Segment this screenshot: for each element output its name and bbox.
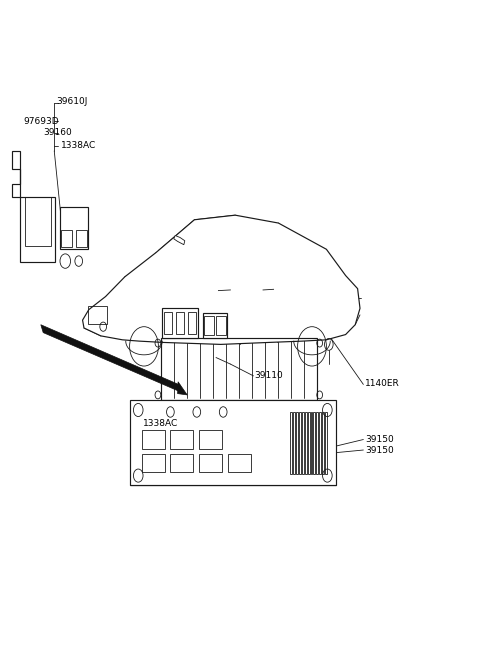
Bar <box>305 412 307 474</box>
Circle shape <box>193 407 201 417</box>
Bar <box>61 230 72 247</box>
Bar <box>313 412 315 474</box>
Bar <box>188 312 196 334</box>
Circle shape <box>323 403 332 417</box>
Polygon shape <box>41 325 181 392</box>
Bar <box>204 316 214 335</box>
Bar <box>170 430 193 449</box>
Bar <box>130 400 336 485</box>
Text: 1140ER: 1140ER <box>365 379 399 388</box>
Bar <box>25 197 51 246</box>
Bar <box>308 412 310 474</box>
Bar <box>290 412 292 474</box>
Bar <box>216 316 226 335</box>
Circle shape <box>133 469 143 482</box>
Text: 39150: 39150 <box>365 445 394 455</box>
Bar <box>142 454 165 472</box>
Circle shape <box>133 403 143 417</box>
Bar <box>161 338 317 400</box>
Circle shape <box>60 254 71 268</box>
Polygon shape <box>178 382 187 395</box>
Bar <box>316 412 318 474</box>
Bar <box>199 430 222 449</box>
Circle shape <box>219 407 227 417</box>
Bar <box>162 308 198 338</box>
Text: 39610J: 39610J <box>57 97 88 106</box>
Bar <box>203 313 227 338</box>
Text: 39110: 39110 <box>254 371 283 380</box>
Text: 39160: 39160 <box>43 128 72 137</box>
Bar <box>302 412 304 474</box>
Circle shape <box>167 407 174 417</box>
Bar <box>88 306 107 324</box>
Text: 1338AC: 1338AC <box>143 419 178 428</box>
Bar <box>322 412 324 474</box>
Text: 97693D: 97693D <box>23 117 59 126</box>
Circle shape <box>75 256 83 266</box>
Bar <box>299 412 301 474</box>
Bar <box>228 454 251 472</box>
Bar <box>296 412 298 474</box>
Bar <box>170 454 193 472</box>
Bar <box>60 207 88 249</box>
Bar <box>199 454 222 472</box>
Polygon shape <box>83 215 360 344</box>
Bar <box>142 430 165 449</box>
Bar <box>311 412 312 474</box>
Bar <box>293 412 295 474</box>
Bar <box>176 312 184 334</box>
Text: 1338AC: 1338AC <box>61 141 96 150</box>
Bar <box>164 312 172 334</box>
Polygon shape <box>174 236 185 245</box>
Polygon shape <box>12 151 55 262</box>
Bar <box>76 230 86 247</box>
Text: 39150: 39150 <box>365 435 394 444</box>
Circle shape <box>323 469 332 482</box>
Bar <box>319 412 321 474</box>
Bar <box>325 412 327 474</box>
